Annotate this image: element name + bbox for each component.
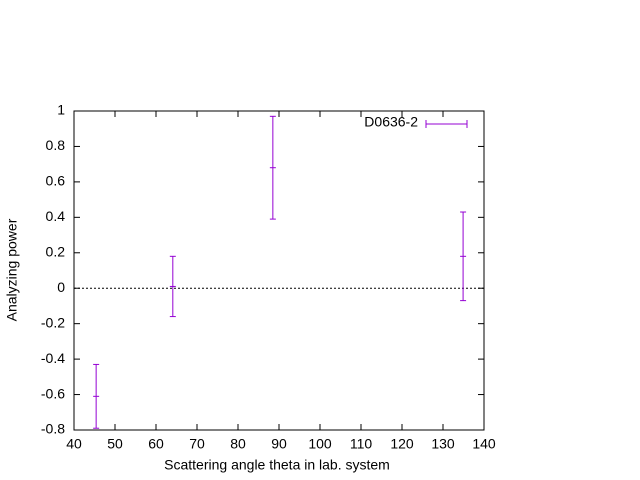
x-tick-label: 110 [350, 436, 373, 452]
x-tick-label: 100 [308, 436, 332, 452]
y-tick-label: 0.2 [46, 243, 66, 259]
x-tick-label: 90 [271, 436, 287, 452]
x-axis-label: Scattering angle theta in lab. system [164, 457, 390, 473]
x-tick-label: 80 [230, 436, 246, 452]
y-tick-label: -0.2 [41, 314, 65, 330]
y-tick-label: 1 [57, 102, 65, 118]
x-tick-label: 130 [431, 436, 455, 452]
y-tick-label: -0.8 [41, 421, 65, 437]
y-tick-label: -0.6 [41, 385, 65, 401]
x-tick-label: 140 [472, 436, 496, 452]
x-tick-label: 50 [107, 436, 123, 452]
y-tick-label: 0 [57, 279, 65, 295]
y-tick-label: 0.4 [46, 208, 66, 224]
plot-frame [73, 110, 485, 431]
y-tick-label: 0.6 [46, 173, 66, 189]
y-axis-label: Analyzing power [4, 218, 20, 321]
x-tick-label: 70 [189, 436, 205, 452]
y-tick-label: 0.8 [46, 137, 66, 153]
x-tick-label: 120 [390, 436, 414, 452]
x-tick-label: 40 [66, 436, 82, 452]
x-tick-label: 60 [148, 436, 164, 452]
y-tick-label: -0.4 [41, 350, 65, 366]
legend-label: D0636-2 [364, 114, 418, 130]
